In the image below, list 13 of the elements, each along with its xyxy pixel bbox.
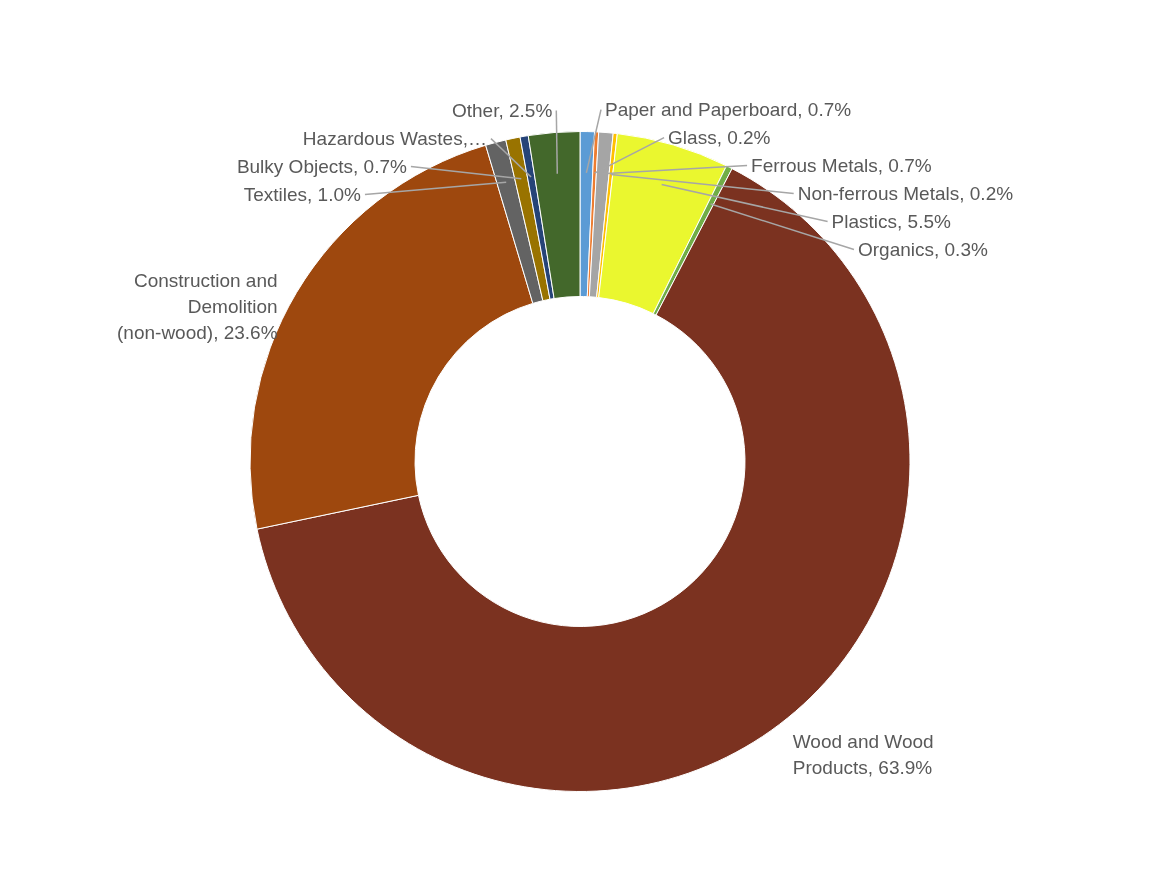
slice-label: Non-ferrous Metals, 0.2% bbox=[797, 182, 1014, 204]
slice-label: Construction and Demolition (non-wood), 23.6% bbox=[117, 270, 278, 344]
slice-label: Wood and Wood Products, 63.9% bbox=[792, 730, 934, 778]
donut-slice bbox=[598, 133, 728, 315]
slice-label: Organics, 0.3% bbox=[857, 238, 988, 260]
slice-label: Other, 2.5% bbox=[451, 99, 553, 121]
slice-label: Hazardous Wastes,… bbox=[302, 127, 487, 149]
slice-label: Plastics, 5.5% bbox=[831, 210, 952, 232]
slice-label: Bulky Objects, 0.7% bbox=[236, 155, 408, 177]
slice-label: Glass, 0.2% bbox=[668, 126, 771, 148]
slice-label: Ferrous Metals, 0.7% bbox=[751, 154, 932, 176]
slice-label: Paper and Paperboard, 0.7% bbox=[605, 98, 852, 120]
slice-label: Textiles, 1.0% bbox=[243, 183, 362, 205]
